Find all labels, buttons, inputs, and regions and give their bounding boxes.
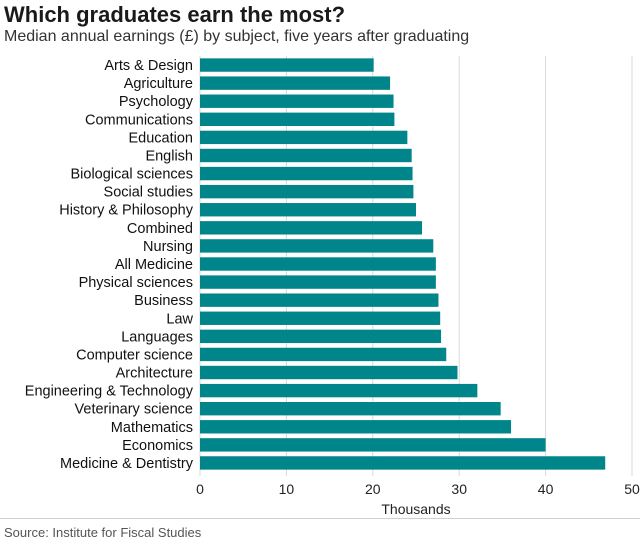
x-tick-label: 30	[451, 481, 467, 497]
bar	[200, 311, 441, 325]
bar	[200, 130, 408, 145]
category-label: Medicine & Dentistry	[60, 456, 194, 472]
category-label: Veterinary science	[75, 402, 193, 418]
bars	[200, 58, 606, 470]
source-note: Source: Institute for Fiscal Studies	[4, 525, 202, 540]
category-label: Engineering & Technology	[25, 384, 194, 400]
category-label: Economics	[122, 438, 193, 454]
category-label: Communications	[85, 112, 193, 128]
chart-title: Which graduates earn the most?	[4, 2, 346, 27]
category-label: Law	[166, 311, 193, 327]
x-tick-label: 0	[196, 481, 204, 497]
bar	[200, 365, 458, 380]
bar	[200, 94, 394, 108]
bar	[200, 438, 546, 452]
bar	[200, 456, 606, 470]
x-tick-label: 50	[624, 481, 640, 497]
bar	[200, 166, 413, 181]
category-label: Architecture	[116, 366, 193, 382]
category-label: Nursing	[143, 239, 193, 255]
chart-subtitle: Median annual earnings (£) by subject, f…	[4, 28, 470, 45]
x-tick-label: 10	[279, 481, 295, 497]
bar	[200, 347, 447, 362]
category-label: Arts & Design	[104, 58, 193, 74]
category-label: Mathematics	[111, 420, 193, 436]
x-axis-title: Thousands	[381, 501, 450, 517]
category-label: Agriculture	[124, 76, 193, 92]
bar	[200, 257, 436, 271]
category-label: Psychology	[119, 94, 194, 110]
category-label: Biological sciences	[70, 167, 193, 183]
category-label: History & Philosophy	[59, 203, 194, 219]
bar	[200, 420, 512, 434]
category-labels: Arts & Design Agriculture Psychology Commun…	[25, 58, 194, 472]
bar	[200, 58, 374, 72]
bar	[200, 221, 423, 235]
category-label: Social studies	[104, 185, 193, 201]
bar	[200, 383, 478, 398]
bar	[200, 402, 501, 416]
bar	[200, 239, 434, 253]
x-tick-label: 20	[365, 481, 381, 497]
footer-divider	[0, 518, 640, 519]
category-label: All Medicine	[115, 257, 193, 273]
category-label: Education	[129, 130, 194, 146]
category-label: Physical sciences	[79, 275, 193, 291]
x-axis-ticks: 0 10 20 30 40 50	[196, 481, 640, 497]
category-label: Computer science	[76, 347, 193, 363]
bar	[200, 275, 436, 289]
bar	[200, 329, 442, 344]
bar	[200, 293, 439, 307]
category-label: Business	[134, 293, 193, 309]
bar	[200, 112, 395, 126]
category-label: Languages	[121, 329, 193, 345]
category-label: English	[145, 148, 193, 164]
x-tick-label: 40	[538, 481, 554, 497]
category-label: Combined	[127, 221, 193, 237]
bar-chart: Arts & Design Agriculture Psychology Commun…	[25, 56, 640, 517]
bar	[200, 76, 391, 90]
bar	[200, 148, 412, 163]
bar	[200, 203, 416, 217]
bar	[200, 184, 414, 199]
